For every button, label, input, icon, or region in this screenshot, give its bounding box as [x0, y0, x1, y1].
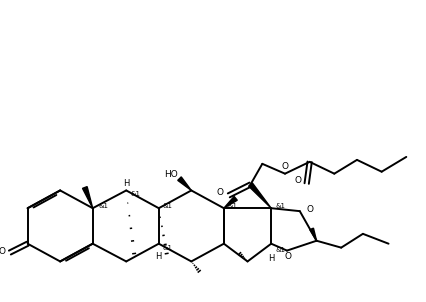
Text: &1: &1	[98, 203, 108, 209]
Text: &1: &1	[274, 247, 285, 252]
Text: O: O	[306, 205, 313, 214]
Text: O: O	[216, 188, 223, 197]
Polygon shape	[177, 177, 191, 191]
Text: O: O	[281, 162, 288, 171]
Text: &1: &1	[130, 191, 140, 198]
Text: O: O	[294, 176, 301, 185]
Text: &1: &1	[162, 245, 173, 251]
Polygon shape	[223, 196, 237, 208]
Text: H: H	[123, 179, 129, 188]
Text: H: H	[268, 254, 274, 263]
Polygon shape	[309, 228, 316, 241]
Text: HO: HO	[164, 170, 177, 179]
Text: O: O	[0, 247, 6, 256]
Text: &1: &1	[274, 203, 285, 209]
Text: O: O	[284, 252, 291, 261]
Polygon shape	[82, 187, 92, 208]
Text: &1: &1	[227, 203, 237, 209]
Polygon shape	[248, 183, 271, 208]
Text: H: H	[155, 252, 161, 261]
Text: &1: &1	[162, 203, 173, 209]
